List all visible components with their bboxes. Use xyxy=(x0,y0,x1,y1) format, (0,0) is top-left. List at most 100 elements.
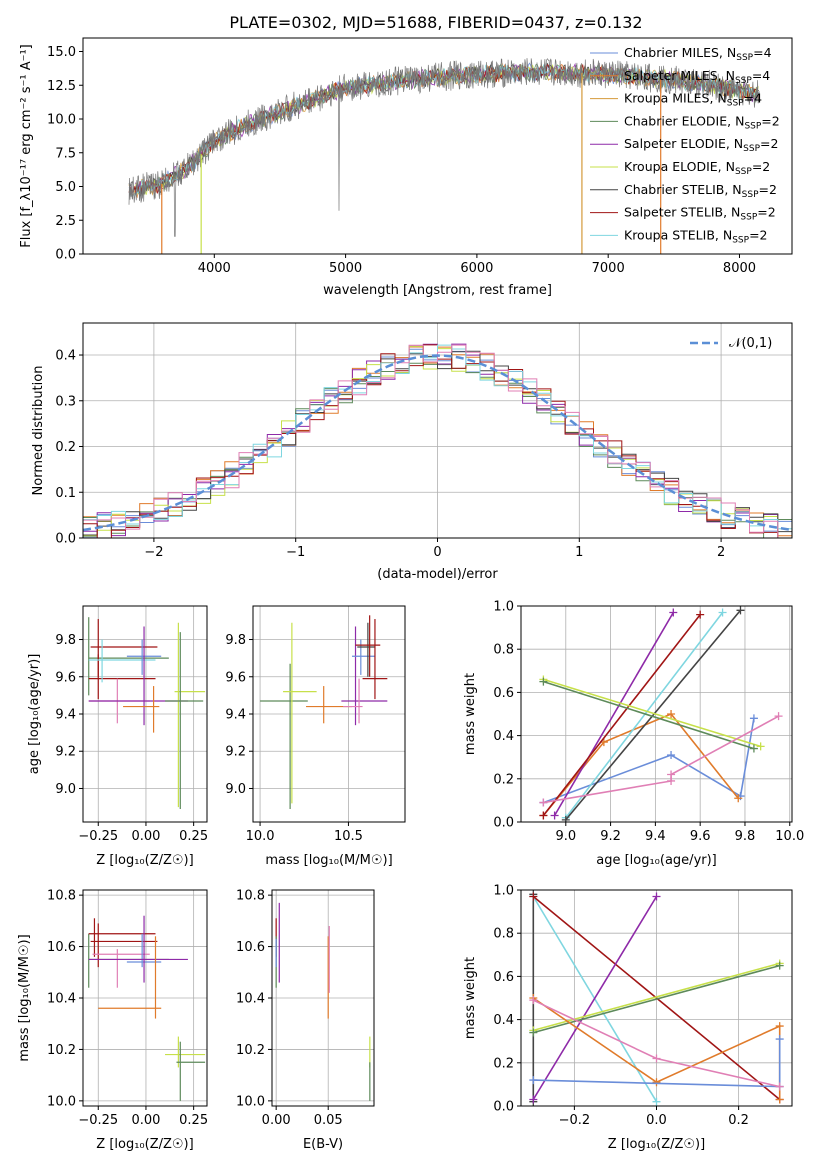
masse-xtick-label: 0.00 xyxy=(262,1113,291,1128)
spectrum-ytick-label: 10.0 xyxy=(47,113,76,128)
agem-ytick-label: 9.0 xyxy=(225,782,246,797)
legend-label-kroupa_elodie: Kroupa ELODIE, NSSP=2 xyxy=(624,159,770,177)
residuals-frame xyxy=(82,322,793,539)
massz-ytick-label: 10.8 xyxy=(47,889,76,904)
agez-frame xyxy=(82,605,208,823)
massz-ytick-label: 10.2 xyxy=(47,1043,76,1058)
massz-xlabel: Z [log₁₀(Z/Z☉)] xyxy=(96,1137,193,1152)
residuals-xtick-label: 2 xyxy=(717,545,725,560)
mwz-series-5 xyxy=(533,964,780,1034)
mwz-lines xyxy=(529,890,784,1106)
masse-xtick-label: 0.05 xyxy=(314,1113,343,1128)
masse-axes xyxy=(268,890,374,1110)
spectrum-observed-line xyxy=(128,58,760,237)
spectrum-ytick-label: 12.5 xyxy=(47,79,76,94)
spectrum-ytick-label: 15.0 xyxy=(47,45,76,60)
mwz-xtick-label: −0.2 xyxy=(559,1113,591,1128)
legend-label-kroupa_miles: Kroupa MILES, NSSP=4 xyxy=(624,91,762,109)
masse-ytick-label: 10.6 xyxy=(236,940,265,955)
residuals-xlabel: (data-model)/error xyxy=(377,567,498,582)
mwage-lines xyxy=(539,606,783,822)
spectrum-lines xyxy=(128,58,760,254)
mwage-ylabel: mass weight xyxy=(463,673,478,755)
mwz-xtick-label: 0.2 xyxy=(728,1113,749,1128)
spectrum-xtick-label: 5000 xyxy=(329,261,362,276)
mwage-marker-5-1 xyxy=(736,606,745,615)
masse-xlabel: E(B-V) xyxy=(303,1137,343,1152)
residuals-xtick-label: 0 xyxy=(433,545,441,560)
legend-label-salpeter_elodie: Salpeter ELODIE, NSSP=2 xyxy=(624,136,778,154)
agem-xlabel: mass [log₁₀(M/M☉)] xyxy=(265,853,392,868)
legend-label-kroupa_stelib: Kroupa STELIB, NSSP=2 xyxy=(624,227,768,245)
agez-ytick-label: 9.4 xyxy=(55,708,76,723)
mwz-ytick-label: 0.8 xyxy=(493,927,514,942)
mwz-frame xyxy=(520,889,793,1107)
mwage-marker-8-0 xyxy=(539,798,548,807)
spectrum-xtick-label: 6000 xyxy=(460,261,493,276)
massz-ytick-label: 10.6 xyxy=(47,940,76,955)
spectrum-ytick-label: 2.5 xyxy=(55,214,76,229)
mwage-series-5 xyxy=(565,609,742,821)
massz-xtick-label: 0.25 xyxy=(179,1113,208,1128)
spectrum-xlabel: wavelength [Angstrom, rest frame] xyxy=(323,283,552,298)
mwage-series-0 xyxy=(543,718,755,804)
spectrum-xtick-label: 8000 xyxy=(723,261,756,276)
mwz-marker-7-0 xyxy=(529,1076,538,1085)
spectrum-xtick-label: 7000 xyxy=(592,261,625,276)
mwz-ytick-label: 0.4 xyxy=(493,1013,514,1028)
mwz-marker-5-0 xyxy=(529,1028,538,1037)
mwage-ytick-label: 0.2 xyxy=(493,772,514,787)
agez-xtick-label: 0.25 xyxy=(179,829,208,844)
agem-points xyxy=(260,615,388,809)
agez-ytick-label: 9.6 xyxy=(55,670,76,685)
massz-ytick-label: 10.4 xyxy=(47,992,76,1007)
agem-ytick-label: 9.2 xyxy=(225,745,246,760)
agem-frame xyxy=(252,605,406,823)
agez-xtick-label: 0.00 xyxy=(131,829,160,844)
mwz-marker-8-1 xyxy=(652,1054,661,1063)
mwz-xtick-label: 0.0 xyxy=(646,1113,667,1128)
mwage-xtick-label: 9.2 xyxy=(600,829,621,844)
masse-ytick-label: 10.8 xyxy=(236,889,265,904)
mwz-marker-8-0 xyxy=(529,996,538,1005)
spectrum-ytick-label: 7.5 xyxy=(55,146,76,161)
mwz-marker-2-0 xyxy=(529,892,538,901)
agez-xlabel: Z [log₁₀(Z/Z☉)] xyxy=(96,853,193,868)
agem-ytick-label: 9.4 xyxy=(225,708,246,723)
mwage-marker-1-2 xyxy=(667,710,676,718)
residuals-hists xyxy=(83,343,792,538)
legend-label-salpeter_stelib: Salpeter STELIB, NSSP=2 xyxy=(624,205,776,223)
legend-label-chabrier_stelib: Chabrier STELIB, NSSP=2 xyxy=(624,182,777,200)
masse-ytick-label: 10.2 xyxy=(236,1043,265,1058)
agem-xtick-label: 10.5 xyxy=(334,829,363,844)
mwage-ytick-label: 0.8 xyxy=(493,643,514,658)
mwage-series-3 xyxy=(542,614,701,816)
mwz-marker-7-2 xyxy=(775,1035,784,1044)
spectrum-xtick-label: 4000 xyxy=(198,261,231,276)
massz-xtick-label: 0.00 xyxy=(131,1113,160,1128)
residuals-ytick-label: 0.2 xyxy=(55,440,76,455)
mwz-marker-6-3 xyxy=(775,1095,784,1104)
mwage-marker-3-1 xyxy=(696,610,705,619)
spectrum-ytick-label: 5.0 xyxy=(55,180,76,195)
mwz-marker-5-1 xyxy=(775,961,784,970)
mwage-marker-8-3 xyxy=(774,712,783,721)
masse-frame xyxy=(271,889,375,1107)
mwage-series-4 xyxy=(565,612,724,819)
legend-label-chabrier_elodie: Chabrier ELODIE, NSSP=2 xyxy=(624,113,780,131)
agez-xtick-label: −0.25 xyxy=(78,829,118,844)
mwage-marker-2-1 xyxy=(669,608,678,617)
mwz-marker-6-2 xyxy=(775,1022,784,1031)
residuals-xtick-label: −2 xyxy=(144,545,163,560)
mwage-marker-6-1 xyxy=(756,742,765,751)
residuals-ylabel: Normed distribution xyxy=(31,366,46,496)
mwz-marker-3-0 xyxy=(529,1095,538,1104)
residuals-ytick-label: 0.4 xyxy=(55,349,76,364)
mwz-marker-1-1 xyxy=(652,1097,661,1106)
mwz-marker-6-1 xyxy=(652,1078,661,1087)
mwage-series-7 xyxy=(543,680,755,750)
spectrum-ytick-label: 0.0 xyxy=(55,248,76,263)
mwage-marker-7-1 xyxy=(749,744,758,753)
mwz-ylabel: mass weight xyxy=(463,957,478,1039)
mwage-ytick-label: 0.4 xyxy=(493,729,514,744)
